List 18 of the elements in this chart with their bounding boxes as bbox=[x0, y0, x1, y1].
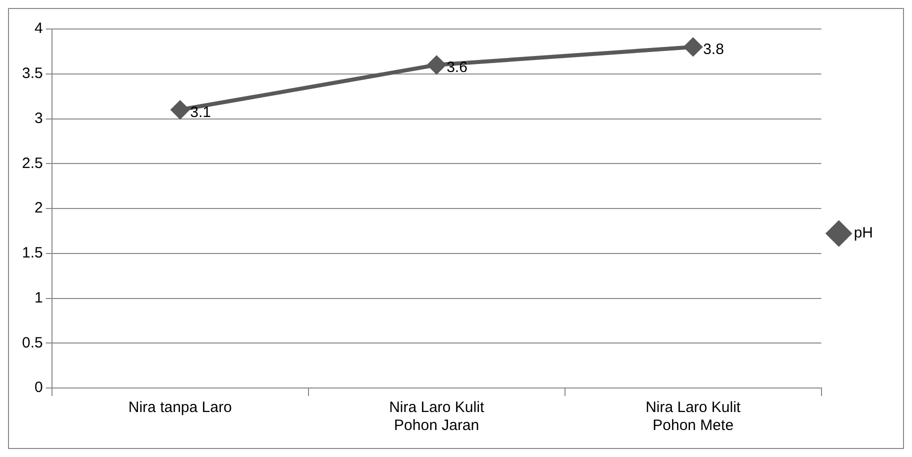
point bbox=[171, 100, 190, 119]
y-tick-label: 1 bbox=[34, 289, 43, 306]
y-tick-label: 0.5 bbox=[22, 334, 43, 352]
y-tick-label: 4 bbox=[34, 20, 43, 38]
x-tick-label: Nira tanpa Laro bbox=[128, 399, 232, 416]
legend-label: pH bbox=[854, 224, 874, 242]
y-tick-label: 2 bbox=[34, 200, 43, 217]
point bbox=[684, 38, 702, 56]
y-tick-label: 3 bbox=[34, 110, 43, 127]
data-label: 3.1 bbox=[190, 104, 211, 121]
y-tick-label: 2.5 bbox=[22, 154, 43, 172]
y-tick-label: 0 bbox=[34, 379, 43, 396]
y-tick-label: 1.5 bbox=[22, 244, 43, 262]
y-tick-label: 3.5 bbox=[22, 65, 43, 82]
data-label: 3.8 bbox=[703, 41, 724, 58]
point bbox=[428, 56, 446, 74]
x-tick-label: Nira Laro Kulit Pohon Jaran bbox=[389, 399, 485, 434]
x-tick-label: Nira Laro Kulit Pohon Mete bbox=[646, 399, 742, 434]
